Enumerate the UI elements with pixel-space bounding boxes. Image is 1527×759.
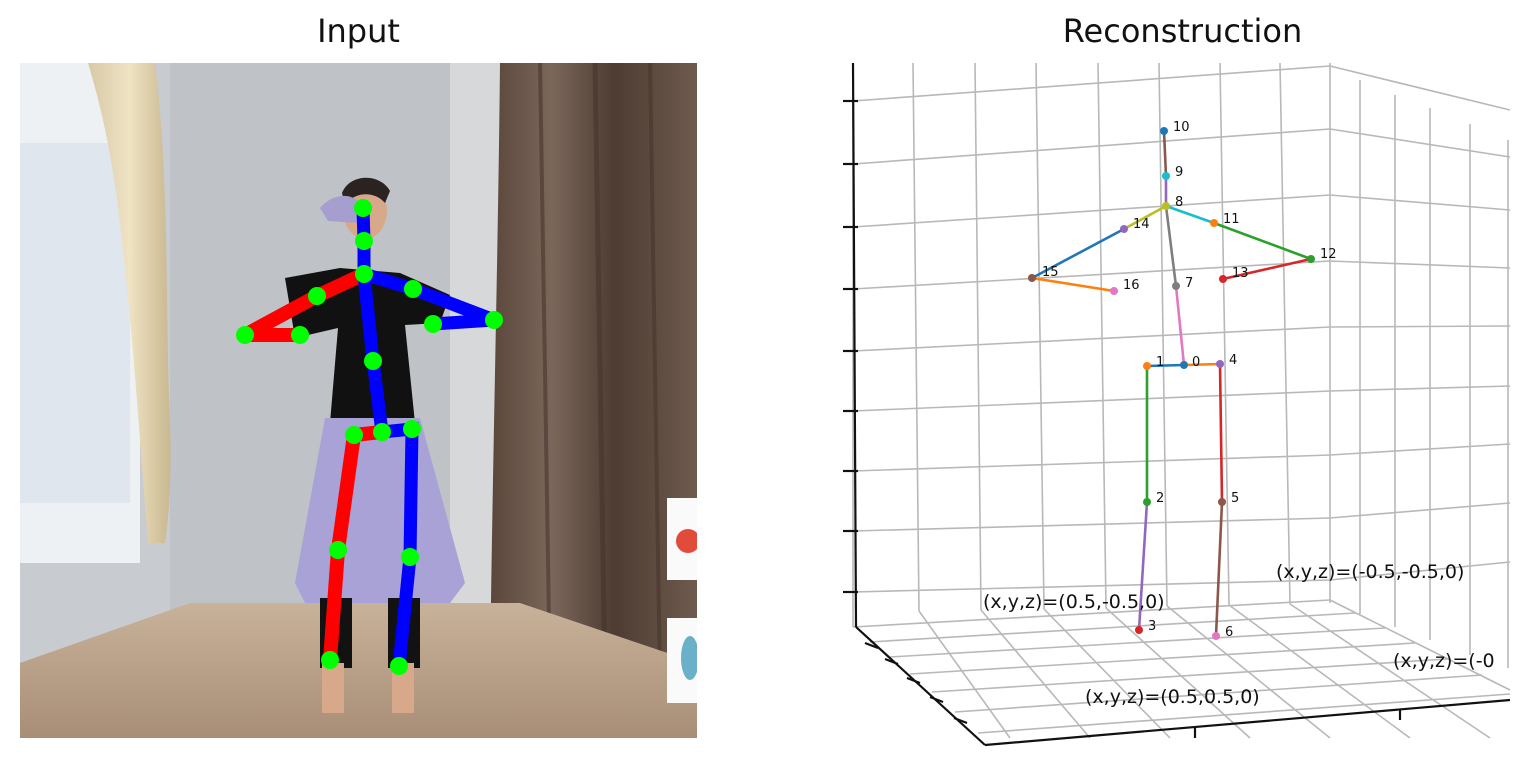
joint-6: 6 bbox=[1212, 625, 1233, 640]
svg-text:5: 5 bbox=[1231, 491, 1239, 506]
keypoint bbox=[364, 352, 382, 370]
corner-label: (x,y,z)=(-0.5,-0.5,0) bbox=[1276, 561, 1464, 583]
grid-side-wall bbox=[1329, 63, 1511, 668]
joint-1: 1 bbox=[1143, 355, 1164, 370]
skeleton-keypoints bbox=[236, 199, 503, 675]
svg-text:7: 7 bbox=[1185, 276, 1193, 291]
bone bbox=[1030, 276, 1116, 293]
keypoint bbox=[354, 199, 372, 217]
keypoint bbox=[404, 280, 422, 298]
joint-14: 14 bbox=[1120, 217, 1150, 233]
joint-15: 15 bbox=[1028, 265, 1059, 282]
grid-back-wall bbox=[852, 62, 1331, 627]
svg-text:0: 0 bbox=[1192, 355, 1200, 370]
svg-text:12: 12 bbox=[1320, 247, 1337, 262]
joint-13: 13 bbox=[1219, 266, 1249, 283]
keypoint bbox=[485, 311, 503, 329]
joint-9: 9 bbox=[1162, 165, 1183, 180]
keypoint bbox=[424, 315, 442, 333]
keypoint bbox=[355, 232, 373, 250]
joint-12: 12 bbox=[1307, 247, 1337, 263]
bone bbox=[1174, 284, 1186, 367]
corner-label: (x,y,z)=(0.5,0.5,0) bbox=[1085, 686, 1260, 708]
grid-floor bbox=[852, 599, 1511, 739]
bone bbox=[1162, 129, 1168, 178]
svg-text:9: 9 bbox=[1175, 165, 1183, 180]
keypoint bbox=[373, 423, 391, 441]
bone bbox=[1137, 500, 1149, 632]
svg-text:6: 6 bbox=[1225, 625, 1233, 640]
corner-label: (x,y,z)=(-0 bbox=[1393, 650, 1495, 672]
svg-text:8: 8 bbox=[1175, 195, 1183, 210]
svg-text:2: 2 bbox=[1156, 491, 1164, 506]
input-title: Input bbox=[317, 12, 400, 50]
input-image bbox=[20, 63, 697, 738]
keypoint bbox=[390, 657, 408, 675]
joint-5: 5 bbox=[1218, 491, 1239, 506]
bone bbox=[1122, 204, 1168, 231]
corner-labels: (x,y,z)=(0.5,-0.5,0) (x,y,z)=(-0.5,-0.5,… bbox=[983, 561, 1495, 708]
skeleton-3d-joints: 0 1 2 3 4 5 6 7 8 9 10 11 12 13 14 15 16 bbox=[1028, 120, 1337, 640]
bone bbox=[1214, 500, 1224, 638]
joint-10: 10 bbox=[1160, 120, 1190, 135]
joint-7: 7 bbox=[1172, 276, 1193, 291]
bone bbox=[1212, 221, 1313, 261]
joint-4: 4 bbox=[1216, 353, 1237, 368]
joint-11: 11 bbox=[1210, 212, 1240, 227]
bone bbox=[1182, 362, 1222, 367]
bone bbox=[1030, 227, 1126, 280]
svg-text:4: 4 bbox=[1229, 353, 1237, 368]
keypoint bbox=[291, 326, 309, 344]
keypoint bbox=[345, 426, 363, 444]
keypoint bbox=[401, 548, 419, 566]
keypoint bbox=[236, 326, 254, 344]
corner-label: (x,y,z)=(0.5,-0.5,0) bbox=[983, 591, 1165, 613]
joint-2: 2 bbox=[1143, 491, 1164, 506]
keypoint bbox=[308, 287, 326, 305]
svg-text:1: 1 bbox=[1156, 355, 1164, 370]
svg-text:15: 15 bbox=[1042, 265, 1059, 280]
keypoint bbox=[329, 541, 347, 559]
reconstruction-title: Reconstruction bbox=[1062, 12, 1303, 50]
svg-text:3: 3 bbox=[1148, 619, 1156, 634]
bone bbox=[1164, 204, 1178, 288]
svg-text:10: 10 bbox=[1173, 120, 1190, 135]
photo-background bbox=[20, 63, 697, 738]
joint-8: 8 bbox=[1162, 195, 1183, 210]
joint-0: 0 bbox=[1180, 355, 1200, 370]
svg-text:14: 14 bbox=[1133, 217, 1150, 232]
keypoint bbox=[403, 420, 421, 438]
bone bbox=[1221, 257, 1313, 281]
keypoint bbox=[321, 651, 339, 669]
skeleton-2d bbox=[236, 199, 503, 675]
svg-text:13: 13 bbox=[1232, 266, 1249, 281]
joint-16: 16 bbox=[1110, 278, 1140, 295]
bone bbox=[1145, 363, 1186, 368]
bone bbox=[1164, 204, 1216, 225]
axes-spines bbox=[843, 62, 1511, 747]
joint-3: 3 bbox=[1135, 619, 1156, 634]
keypoint bbox=[355, 265, 373, 283]
svg-text:11: 11 bbox=[1223, 212, 1240, 227]
svg-text:16: 16 bbox=[1123, 278, 1140, 293]
skeleton-3d-bones bbox=[1030, 129, 1313, 638]
bone bbox=[1218, 362, 1224, 504]
